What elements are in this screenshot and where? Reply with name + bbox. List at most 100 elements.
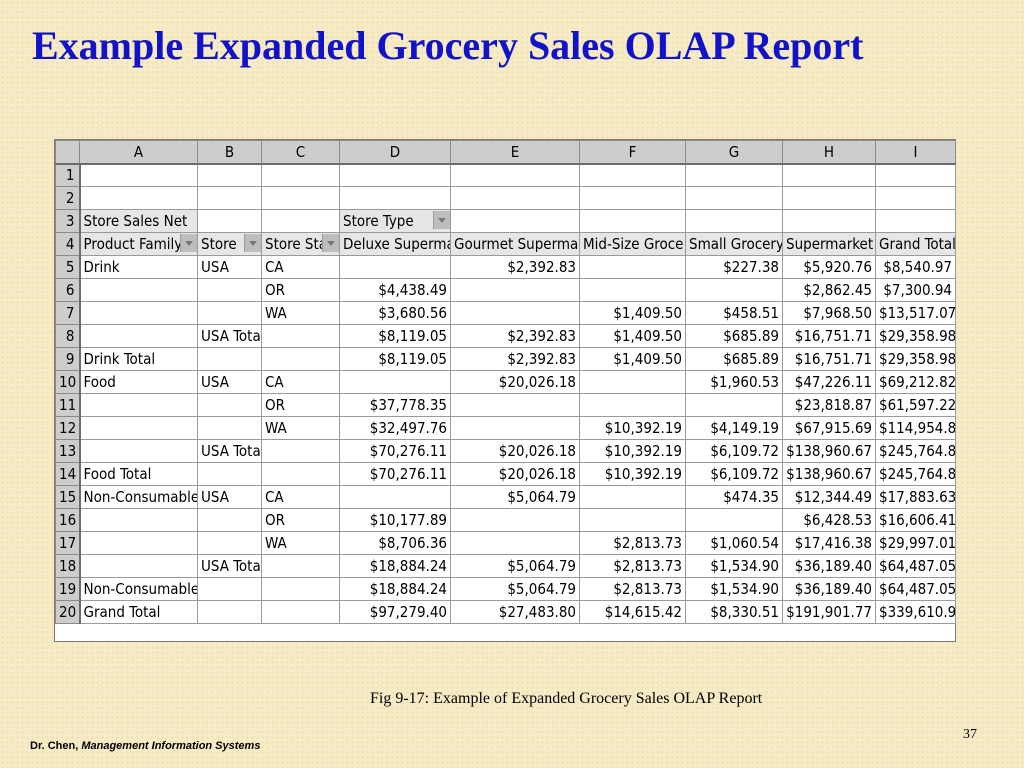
cell-i1[interactable]: [875, 163, 956, 187]
cell-a4[interactable]: Product Family: [79, 232, 198, 256]
cell-h6[interactable]: $2,862.45: [782, 278, 876, 302]
row-header[interactable]: 1: [55, 163, 81, 187]
cell-c14[interactable]: [261, 462, 340, 486]
dropdown-arrow-icon[interactable]: [180, 234, 197, 252]
cell-f9[interactable]: $1,409.50: [579, 347, 686, 371]
cell-d8[interactable]: $8,119.05: [339, 324, 451, 348]
cell-f18[interactable]: $2,813.73: [579, 554, 686, 578]
cell-h15[interactable]: $12,344.49: [782, 485, 876, 509]
cell-e10[interactable]: $20,026.18: [450, 370, 580, 394]
cell-a16[interactable]: [79, 508, 198, 532]
cell-h7[interactable]: $7,968.50: [782, 301, 876, 325]
cell-e4[interactable]: Gourmet Supermar: [450, 232, 580, 256]
cell-e3[interactable]: [450, 209, 580, 233]
cell-b9[interactable]: [197, 347, 262, 371]
cell-g17[interactable]: $1,060.54: [685, 531, 783, 555]
cell-c1[interactable]: [261, 163, 340, 187]
cell-b16[interactable]: [197, 508, 262, 532]
cell-d6[interactable]: $4,438.49: [339, 278, 451, 302]
cell-a19[interactable]: Non-Consumable Total: [79, 577, 198, 601]
cell-h8[interactable]: $16,751.71: [782, 324, 876, 348]
cell-c7[interactable]: WA: [261, 301, 340, 325]
cell-b15[interactable]: USA: [197, 485, 262, 509]
cell-c19[interactable]: [261, 577, 340, 601]
cell-h5[interactable]: $5,920.76: [782, 255, 876, 279]
cell-e5[interactable]: $2,392.83: [450, 255, 580, 279]
cell-a20[interactable]: Grand Total: [79, 600, 198, 624]
cell-h12[interactable]: $67,915.69: [782, 416, 876, 440]
cell-b3[interactable]: [197, 209, 262, 233]
cell-e7[interactable]: [450, 301, 580, 325]
cell-b10[interactable]: USA: [197, 370, 262, 394]
cell-a2[interactable]: [79, 186, 198, 210]
row-header[interactable]: 5: [55, 255, 81, 279]
cell-h2[interactable]: [782, 186, 876, 210]
cell-b19[interactable]: [197, 577, 262, 601]
cell-b4[interactable]: Store: [197, 232, 262, 256]
column-header-h[interactable]: H: [782, 140, 876, 165]
cell-a13[interactable]: [79, 439, 198, 463]
cell-c15[interactable]: CA: [261, 485, 340, 509]
cell-d1[interactable]: [339, 163, 451, 187]
cell-d9[interactable]: $8,119.05: [339, 347, 451, 371]
dropdown-arrow-icon[interactable]: [433, 211, 450, 229]
cell-b13[interactable]: USA Total: [197, 439, 262, 463]
row-header[interactable]: 20: [55, 600, 81, 624]
cell-e8[interactable]: $2,392.83: [450, 324, 580, 348]
cell-c17[interactable]: WA: [261, 531, 340, 555]
cell-h18[interactable]: $36,189.40: [782, 554, 876, 578]
cell-b1[interactable]: [197, 163, 262, 187]
cell-b6[interactable]: [197, 278, 262, 302]
row-header[interactable]: 3: [55, 209, 81, 233]
cell-f3[interactable]: [579, 209, 686, 233]
cell-d14[interactable]: $70,276.11: [339, 462, 451, 486]
cell-a17[interactable]: [79, 531, 198, 555]
cell-b17[interactable]: [197, 531, 262, 555]
cell-h10[interactable]: $47,226.11: [782, 370, 876, 394]
cell-i20[interactable]: $339,610.90: [875, 600, 956, 624]
cell-g14[interactable]: $6,109.72: [685, 462, 783, 486]
cell-i8[interactable]: $29,358.98: [875, 324, 956, 348]
cell-g8[interactable]: $685.89: [685, 324, 783, 348]
cell-b5[interactable]: USA: [197, 255, 262, 279]
cell-c16[interactable]: OR: [261, 508, 340, 532]
cell-d3[interactable]: Store Type: [339, 209, 451, 233]
cell-f7[interactable]: $1,409.50: [579, 301, 686, 325]
cell-h13[interactable]: $138,960.67: [782, 439, 876, 463]
cell-g16[interactable]: [685, 508, 783, 532]
cell-b18[interactable]: USA Total: [197, 554, 262, 578]
cell-f6[interactable]: [579, 278, 686, 302]
cell-c11[interactable]: OR: [261, 393, 340, 417]
cell-f10[interactable]: [579, 370, 686, 394]
cell-f5[interactable]: [579, 255, 686, 279]
cell-i15[interactable]: $17,883.63: [875, 485, 956, 509]
dropdown-arrow-icon[interactable]: [322, 234, 339, 252]
cell-i11[interactable]: $61,597.22: [875, 393, 956, 417]
cell-f11[interactable]: [579, 393, 686, 417]
cell-h9[interactable]: $16,751.71: [782, 347, 876, 371]
cell-c8[interactable]: [261, 324, 340, 348]
cell-d17[interactable]: $8,706.36: [339, 531, 451, 555]
cell-e13[interactable]: $20,026.18: [450, 439, 580, 463]
cell-a5[interactable]: Drink: [79, 255, 198, 279]
cell-d11[interactable]: $37,778.35: [339, 393, 451, 417]
cell-g11[interactable]: [685, 393, 783, 417]
row-header[interactable]: 19: [55, 577, 81, 601]
cell-b20[interactable]: [197, 600, 262, 624]
cell-c10[interactable]: CA: [261, 370, 340, 394]
cell-f16[interactable]: [579, 508, 686, 532]
row-header[interactable]: 18: [55, 554, 81, 578]
column-header-g[interactable]: G: [685, 140, 783, 165]
cell-a3[interactable]: Store Sales Net: [79, 209, 198, 233]
cell-f1[interactable]: [579, 163, 686, 187]
row-header[interactable]: 16: [55, 508, 81, 532]
cell-c20[interactable]: [261, 600, 340, 624]
column-header-a[interactable]: A: [79, 140, 198, 165]
column-header-d[interactable]: D: [339, 140, 451, 165]
cell-c12[interactable]: WA: [261, 416, 340, 440]
row-header[interactable]: 7: [55, 301, 81, 325]
cell-c4[interactable]: Store State: [261, 232, 340, 256]
cell-b2[interactable]: [197, 186, 262, 210]
cell-h20[interactable]: $191,901.77: [782, 600, 876, 624]
column-header-i[interactable]: I: [875, 140, 956, 165]
